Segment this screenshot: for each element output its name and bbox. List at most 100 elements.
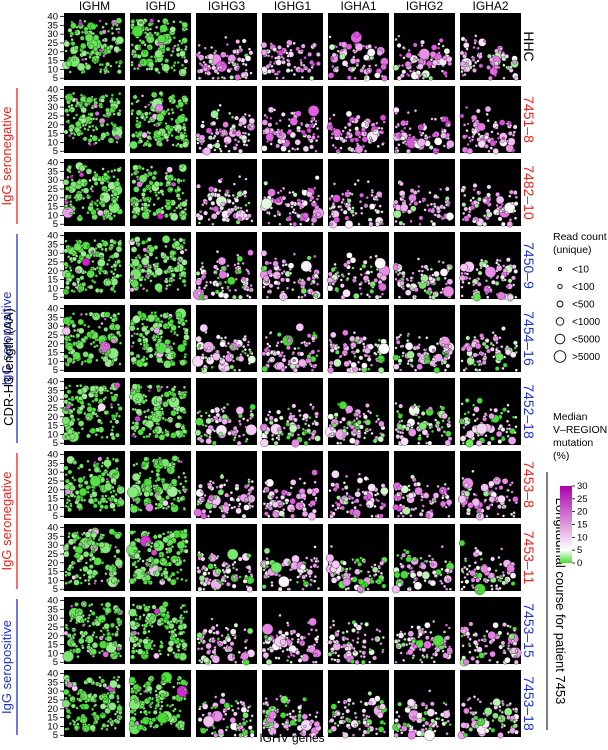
data-point bbox=[369, 411, 373, 415]
data-point bbox=[211, 213, 218, 220]
data-point bbox=[287, 117, 291, 122]
data-point bbox=[292, 221, 297, 227]
data-point bbox=[395, 434, 401, 439]
data-point bbox=[484, 134, 489, 140]
data-point bbox=[91, 117, 96, 121]
data-point bbox=[213, 134, 217, 138]
data-point bbox=[487, 198, 492, 202]
data-point bbox=[238, 49, 242, 53]
data-point bbox=[95, 199, 100, 203]
data-point bbox=[300, 278, 305, 282]
data-point bbox=[88, 468, 92, 472]
data-point bbox=[200, 142, 204, 146]
data-point bbox=[339, 441, 343, 445]
data-point bbox=[485, 208, 491, 214]
data-point bbox=[266, 290, 270, 294]
data-point bbox=[436, 427, 442, 432]
data-point bbox=[81, 257, 91, 267]
data-point bbox=[491, 279, 496, 285]
data-point bbox=[193, 508, 203, 517]
data-point bbox=[218, 103, 222, 107]
data-point bbox=[367, 69, 371, 73]
data-point bbox=[113, 100, 117, 105]
data-point bbox=[109, 64, 113, 68]
data-point bbox=[138, 471, 142, 475]
data-point bbox=[378, 282, 387, 292]
data-point bbox=[146, 168, 150, 172]
data-point bbox=[330, 432, 334, 436]
data-point bbox=[461, 280, 465, 284]
data-point bbox=[502, 76, 506, 80]
data-point bbox=[64, 386, 68, 390]
data-point bbox=[282, 270, 286, 274]
data-point bbox=[285, 277, 291, 283]
data-point bbox=[238, 502, 242, 506]
data-point bbox=[135, 119, 139, 123]
data-point bbox=[66, 175, 70, 179]
data-point bbox=[226, 198, 232, 204]
data-point bbox=[83, 19, 87, 23]
data-point bbox=[409, 279, 413, 283]
data-point bbox=[447, 416, 451, 420]
data-point bbox=[233, 138, 237, 142]
data-point bbox=[140, 60, 145, 64]
data-point bbox=[147, 199, 151, 203]
data-point bbox=[439, 116, 444, 120]
data-point bbox=[331, 202, 335, 207]
data-point bbox=[356, 488, 360, 492]
data-point bbox=[160, 206, 164, 210]
data-point bbox=[247, 47, 252, 51]
data-point bbox=[341, 192, 345, 196]
data-point bbox=[158, 456, 162, 460]
data-point bbox=[362, 345, 366, 349]
data-point bbox=[343, 360, 350, 368]
data-point bbox=[196, 141, 200, 145]
data-point bbox=[441, 130, 445, 134]
data-point bbox=[439, 290, 443, 295]
data-point bbox=[213, 270, 217, 274]
data-point bbox=[69, 484, 76, 492]
data-point bbox=[165, 284, 169, 288]
data-point bbox=[484, 338, 490, 343]
data-point bbox=[80, 427, 84, 431]
data-point bbox=[465, 47, 469, 51]
data-point bbox=[475, 268, 479, 272]
data-point bbox=[302, 212, 309, 219]
data-point bbox=[356, 178, 360, 183]
data-point bbox=[307, 105, 320, 117]
data-point bbox=[67, 507, 72, 513]
data-point bbox=[238, 175, 242, 179]
data-point bbox=[181, 278, 187, 284]
data-point bbox=[72, 116, 76, 120]
data-point bbox=[218, 189, 222, 193]
data-point bbox=[489, 140, 497, 147]
data-point bbox=[486, 184, 492, 190]
data-point bbox=[101, 269, 106, 274]
data-point bbox=[66, 389, 72, 395]
data-point bbox=[514, 295, 518, 299]
data-point bbox=[79, 35, 85, 41]
data-point bbox=[182, 506, 186, 511]
data-point bbox=[80, 244, 84, 248]
data-point bbox=[116, 100, 121, 105]
data-point bbox=[336, 495, 341, 501]
data-point bbox=[90, 23, 97, 30]
data-point bbox=[105, 279, 112, 287]
data-point bbox=[508, 189, 514, 195]
data-point bbox=[154, 59, 158, 63]
data-point bbox=[142, 435, 146, 439]
data-point bbox=[232, 145, 238, 151]
data-point bbox=[269, 142, 273, 146]
data-point bbox=[112, 508, 116, 512]
data-point bbox=[79, 165, 86, 172]
data-point bbox=[75, 198, 79, 202]
data-point bbox=[84, 33, 94, 43]
data-point bbox=[278, 213, 282, 217]
data-point bbox=[380, 483, 386, 489]
data-point bbox=[420, 411, 426, 416]
data-point bbox=[507, 436, 517, 445]
panel-igha1-row-1 bbox=[327, 13, 389, 82]
data-point bbox=[170, 66, 174, 70]
data-point bbox=[249, 71, 253, 75]
data-point bbox=[177, 489, 181, 493]
